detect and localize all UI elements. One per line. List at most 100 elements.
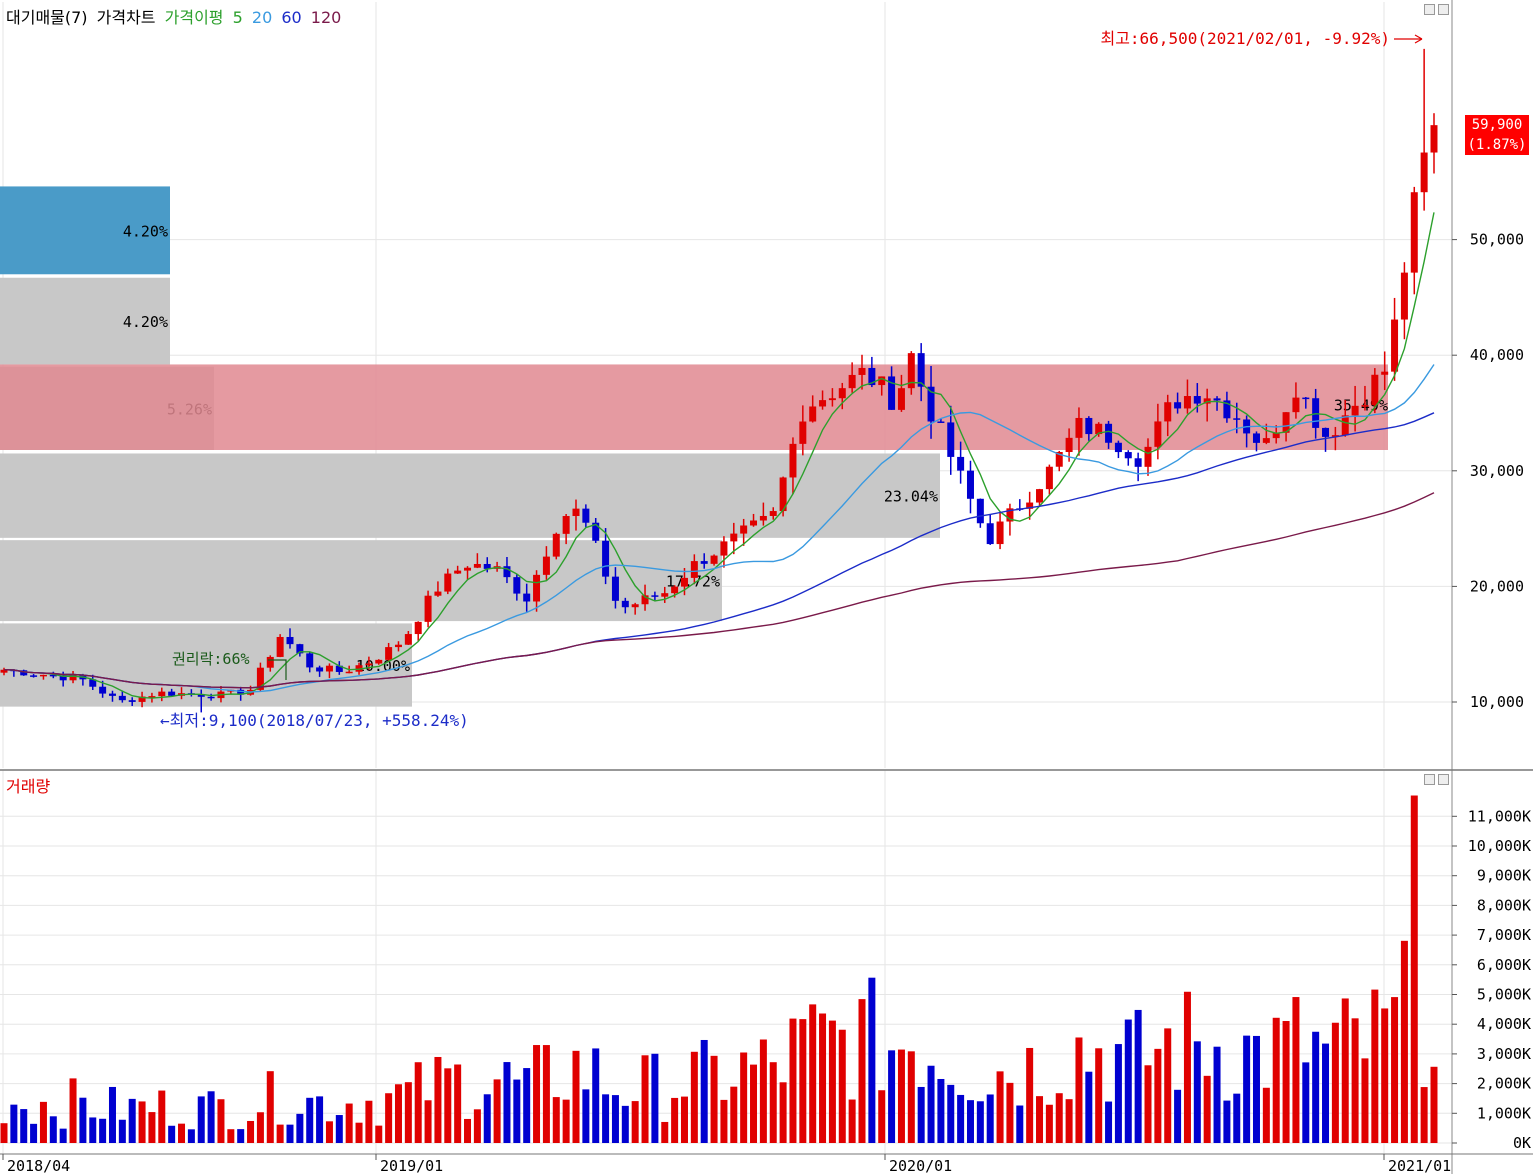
maximize-icon[interactable] — [1424, 774, 1435, 785]
legend-supply[interactable]: 대기매물(7) — [6, 8, 88, 27]
candle-body — [49, 674, 57, 677]
volume-bar — [69, 1078, 77, 1143]
volume-bar — [1213, 1046, 1221, 1143]
close-icon[interactable] — [1438, 774, 1449, 785]
candle-body — [1351, 405, 1359, 416]
volume-bar — [779, 1082, 787, 1143]
candle-body — [651, 595, 659, 597]
price-legend: 대기매물(7) 가격차트 가격이평 5 20 60 120 — [6, 4, 345, 28]
current-change: (1.87%) — [1467, 137, 1527, 153]
volume-bar — [740, 1052, 748, 1143]
volume-bar — [414, 1062, 422, 1143]
volume-bar — [306, 1097, 314, 1143]
candle-body — [434, 591, 442, 596]
rights-annotation: 권리락:66% — [172, 650, 250, 668]
volume-bars — [0, 795, 1438, 1143]
candle-body — [1174, 402, 1182, 409]
candle-body — [720, 541, 728, 556]
volume-tick-label: 9,000K — [1477, 867, 1531, 885]
volume-bar — [1243, 1035, 1251, 1143]
moving-averages — [3, 212, 1435, 699]
volume-bar — [434, 1056, 442, 1143]
volume-bar — [897, 1049, 905, 1143]
volume-bar — [286, 1124, 294, 1143]
volume-bar — [1183, 991, 1191, 1143]
volume-bar — [937, 1078, 945, 1143]
volume-bar — [10, 1104, 18, 1143]
legend-ma5[interactable]: 5 — [232, 8, 243, 27]
volume-bar — [158, 1090, 166, 1143]
candle-body — [148, 696, 156, 698]
volume-bar — [217, 1099, 225, 1143]
candle-body — [976, 498, 984, 524]
volume-bar — [799, 1019, 807, 1143]
candle-body — [671, 586, 679, 594]
volume-bar — [296, 1113, 304, 1143]
volume-bar — [1361, 1058, 1369, 1143]
volume-bar — [247, 1120, 255, 1143]
volume-bar — [1420, 1087, 1428, 1143]
candle-body — [621, 600, 629, 608]
legend-ma120[interactable]: 120 — [310, 8, 342, 27]
volume-bar — [0, 1123, 8, 1143]
volume-bar — [59, 1128, 67, 1143]
y-tick-label: 40,000 — [1470, 346, 1524, 364]
candle-body — [108, 693, 116, 696]
candle-body — [1055, 452, 1063, 467]
supply-bar-label: 4.20% — [123, 313, 168, 331]
supply-bar — [0, 540, 722, 622]
volume-bar — [533, 1045, 541, 1143]
volume-bar — [592, 1048, 600, 1143]
candle-body — [1430, 125, 1438, 153]
candle-body — [828, 398, 836, 401]
volume-bar — [1075, 1037, 1083, 1143]
candle-body — [1410, 192, 1418, 273]
volume-tick-label: 8,000K — [1477, 896, 1531, 914]
volume-bar — [1026, 1047, 1034, 1143]
volume-bar — [1134, 1009, 1142, 1143]
y-tick-label: 30,000 — [1470, 462, 1524, 480]
candle-body — [819, 400, 827, 407]
candle-body — [1065, 437, 1073, 453]
volume-bar — [1292, 997, 1300, 1143]
volume-bar — [316, 1096, 324, 1143]
volume-bar — [700, 1039, 708, 1143]
close-icon[interactable] — [1438, 4, 1449, 15]
legend-ma60[interactable]: 60 — [281, 8, 302, 27]
candle-body — [1036, 489, 1044, 503]
rights-marker — [268, 659, 287, 680]
supply-bars: 4.20%4.20%5.26%23.04%17.72%10.00% — [0, 186, 940, 707]
candle-body — [533, 574, 541, 602]
volume-legend[interactable]: 거래량 — [6, 777, 51, 796]
candles — [0, 48, 1438, 713]
candle-body — [907, 353, 915, 389]
volume-bar — [789, 1018, 797, 1143]
candle-body — [562, 516, 570, 534]
volume-bar — [1154, 1048, 1162, 1143]
candle-body — [1164, 402, 1172, 422]
volume-bar — [266, 1071, 274, 1143]
maximize-icon[interactable] — [1424, 4, 1435, 15]
legend-ma[interactable]: 가격이평 — [164, 8, 224, 27]
candle-body — [444, 573, 452, 592]
volume-tick-label: 10,000K — [1468, 837, 1531, 855]
candle-body — [335, 665, 343, 672]
volume-bar — [621, 1105, 629, 1143]
candle-body — [385, 647, 393, 660]
candle-body — [20, 670, 28, 676]
volume-bar — [1302, 1062, 1310, 1143]
volume-tick-label: 4,000K — [1477, 1015, 1531, 1033]
candle-body — [1371, 374, 1379, 406]
legend-price[interactable]: 가격차트 — [96, 8, 156, 27]
volume-bar — [888, 1050, 896, 1143]
volume-bar — [907, 1051, 915, 1143]
volume-bar — [1203, 1075, 1211, 1143]
volume-bar — [986, 1094, 994, 1143]
legend-ma20[interactable]: 20 — [251, 8, 273, 27]
volume-bar — [1282, 1021, 1290, 1143]
volume-bar — [1036, 1096, 1044, 1143]
volume-bar — [256, 1112, 264, 1143]
current-price-badge: 59,900 (1.87%) — [1465, 115, 1529, 155]
candle-body — [207, 696, 215, 699]
